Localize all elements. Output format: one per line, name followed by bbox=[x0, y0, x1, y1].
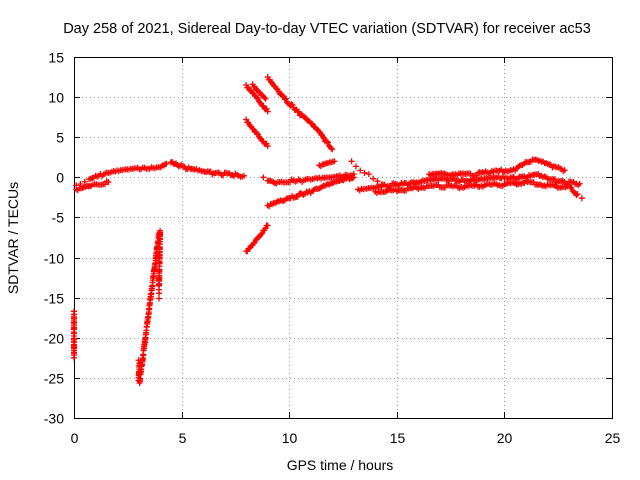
y-tick-label: 0 bbox=[56, 170, 64, 186]
x-tick-label: 10 bbox=[282, 430, 298, 446]
data-point bbox=[264, 202, 271, 209]
data-points bbox=[71, 74, 585, 387]
data-point bbox=[294, 193, 301, 200]
data-point bbox=[573, 192, 580, 199]
x-tick-label: 20 bbox=[497, 430, 513, 446]
y-tick-label: -30 bbox=[44, 411, 64, 427]
data-point bbox=[357, 167, 364, 174]
data-point bbox=[260, 174, 267, 181]
x-tick-label: 15 bbox=[390, 430, 406, 446]
data-point bbox=[576, 180, 583, 187]
y-tick-label: 10 bbox=[48, 90, 64, 106]
data-point bbox=[329, 146, 336, 153]
data-point bbox=[568, 184, 575, 191]
data-point bbox=[282, 95, 289, 102]
data-point bbox=[253, 130, 260, 137]
data-point bbox=[279, 92, 286, 99]
data-point bbox=[331, 158, 338, 165]
data-point bbox=[348, 158, 355, 165]
y-tick-label: -5 bbox=[52, 210, 65, 226]
x-tick-labels: 0 5 10 15 20 25 bbox=[71, 430, 621, 446]
data-point bbox=[352, 163, 359, 170]
data-point bbox=[300, 113, 307, 120]
data-point bbox=[574, 191, 581, 198]
data-point bbox=[81, 178, 88, 185]
data-point bbox=[328, 145, 335, 152]
data-point bbox=[261, 94, 268, 101]
data-point bbox=[316, 162, 323, 169]
data-point bbox=[295, 108, 302, 115]
data-point bbox=[552, 176, 559, 183]
data-point bbox=[156, 290, 163, 297]
data-point bbox=[264, 143, 271, 150]
y-tick-label: -20 bbox=[44, 331, 64, 347]
data-point bbox=[570, 188, 577, 195]
data-point bbox=[156, 295, 163, 302]
y-axis-label: SDTVAR / TECUs bbox=[5, 182, 21, 294]
chart-title: Day 258 of 2021, Sidereal Day-to-day VTE… bbox=[63, 21, 591, 37]
axis-ticks bbox=[74, 57, 613, 419]
y-tick-label: -15 bbox=[44, 291, 64, 307]
y-tick-labels: 15 10 5 0 -5 -10 -15 -20 -25 -30 bbox=[44, 50, 64, 427]
data-point bbox=[374, 178, 381, 185]
data-point bbox=[324, 139, 331, 146]
data-point bbox=[378, 181, 385, 188]
plot-frame bbox=[74, 57, 613, 419]
data-point bbox=[361, 169, 368, 176]
data-point bbox=[264, 108, 271, 115]
data-point bbox=[323, 138, 330, 145]
x-tick-label: 25 bbox=[605, 430, 621, 446]
y-tick-label: 15 bbox=[48, 50, 64, 66]
data-point bbox=[365, 171, 372, 178]
data-point bbox=[264, 222, 271, 229]
data-point bbox=[249, 125, 256, 132]
data-point bbox=[241, 172, 248, 179]
data-point bbox=[578, 195, 585, 202]
y-tick-label: -10 bbox=[44, 251, 64, 267]
data-point bbox=[308, 120, 315, 127]
data-point bbox=[163, 160, 170, 167]
data-point bbox=[370, 175, 377, 182]
data-point bbox=[561, 167, 568, 174]
data-point bbox=[567, 184, 574, 191]
grid-lines bbox=[74, 57, 612, 418]
data-point bbox=[350, 174, 357, 181]
y-tick-label: 5 bbox=[56, 130, 64, 146]
data-point bbox=[310, 186, 317, 193]
x-tick-label: 0 bbox=[71, 430, 79, 446]
data-point bbox=[258, 231, 265, 238]
x-axis-label: GPS time / hours bbox=[287, 457, 394, 473]
data-point bbox=[71, 354, 77, 361]
data-point bbox=[262, 95, 269, 102]
data-point bbox=[105, 179, 112, 186]
y-tick-label: -25 bbox=[44, 371, 64, 387]
x-tick-label: 5 bbox=[179, 430, 187, 446]
data-point bbox=[288, 101, 295, 108]
